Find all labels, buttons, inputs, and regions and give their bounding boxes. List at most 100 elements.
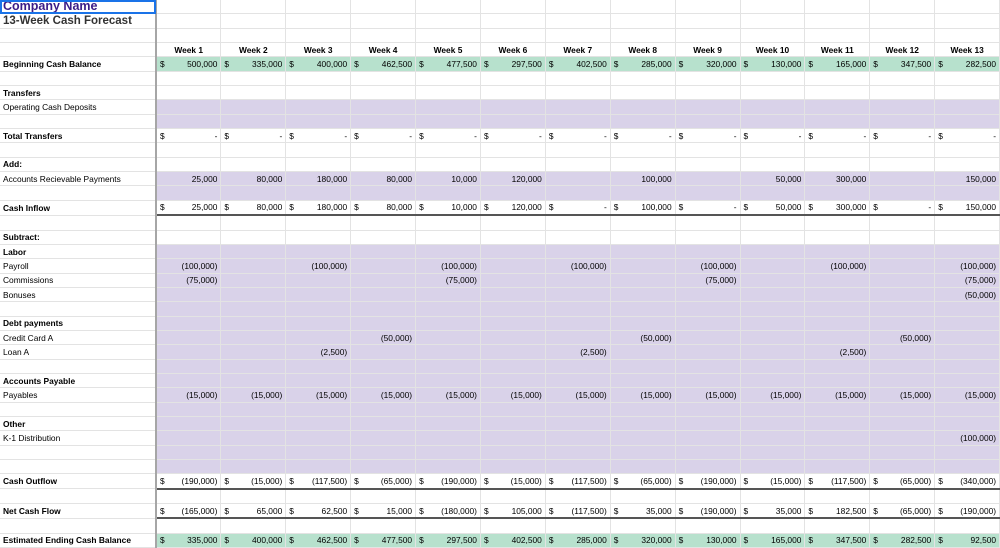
value-cell[interactable] — [869, 273, 936, 288]
value-cell[interactable] — [740, 359, 806, 374]
week-header[interactable]: Week 9 — [675, 42, 741, 58]
value-cell[interactable] — [545, 330, 611, 346]
value-cell[interactable] — [610, 71, 676, 87]
value-cell[interactable] — [285, 71, 352, 87]
value-cell[interactable] — [545, 518, 611, 534]
value-cell[interactable] — [869, 359, 936, 374]
value-cell[interactable] — [415, 402, 481, 417]
value-cell[interactable] — [675, 230, 741, 245]
value-cell[interactable] — [545, 359, 611, 374]
week-header[interactable]: Week 4 — [350, 42, 417, 58]
value-cell[interactable] — [415, 287, 481, 303]
value-cell[interactable] — [220, 430, 287, 446]
value-cell[interactable]: $ - — [804, 128, 871, 144]
value-cell[interactable] — [220, 230, 287, 245]
value-cell[interactable]: $ - — [675, 200, 741, 217]
week-header[interactable]: Week 5 — [415, 42, 481, 58]
value-cell[interactable] — [220, 273, 287, 288]
value-cell[interactable] — [869, 99, 936, 115]
value-cell[interactable] — [156, 430, 222, 446]
value-cell[interactable] — [156, 488, 222, 505]
value-cell[interactable]: $100,000 — [610, 200, 676, 217]
value-cell[interactable] — [350, 459, 417, 475]
value-cell[interactable] — [804, 402, 871, 417]
row-label[interactable]: Payroll — [0, 258, 157, 274]
value-cell[interactable] — [804, 301, 871, 317]
value-cell[interactable] — [934, 344, 1000, 360]
value-cell[interactable]: (2,500) — [285, 344, 352, 360]
value-cell[interactable] — [740, 71, 806, 87]
row-label[interactable] — [0, 402, 157, 417]
value-cell[interactable] — [869, 373, 936, 389]
subtitle-cell[interactable]: 13-Week Cash Forecast — [0, 13, 157, 29]
row-label[interactable]: Estimated Ending Cash Balance — [0, 533, 157, 548]
value-cell[interactable]: $ (117,500) — [545, 503, 611, 520]
value-cell[interactable] — [220, 99, 287, 115]
value-cell[interactable] — [156, 157, 222, 173]
value-cell[interactable] — [156, 416, 222, 432]
value-cell[interactable] — [675, 430, 741, 446]
value-cell[interactable] — [350, 99, 417, 115]
value-cell[interactable] — [156, 359, 222, 374]
value-cell[interactable] — [350, 258, 417, 274]
value-cell[interactable]: (100,000) — [156, 258, 222, 274]
value-cell[interactable]: $ (190,000) — [675, 473, 741, 490]
value-cell[interactable] — [740, 85, 806, 101]
value-cell[interactable]: $105,000 — [480, 503, 546, 520]
value-cell[interactable] — [610, 344, 676, 360]
value-cell[interactable] — [545, 445, 611, 461]
value-cell[interactable] — [350, 273, 417, 288]
value-cell[interactable] — [350, 244, 417, 260]
week-header[interactable]: Week 2 — [220, 42, 287, 58]
value-cell[interactable] — [869, 344, 936, 360]
value-cell[interactable] — [220, 287, 287, 303]
value-cell[interactable] — [740, 142, 806, 158]
value-cell[interactable] — [350, 359, 417, 374]
value-cell[interactable] — [675, 215, 741, 231]
value-cell[interactable] — [934, 301, 1000, 317]
value-cell[interactable]: $ (65,000) — [350, 473, 417, 490]
row-label[interactable]: Payables — [0, 387, 157, 403]
value-cell[interactable] — [610, 142, 676, 158]
value-cell[interactable]: $320,000 — [675, 56, 741, 72]
value-cell[interactable] — [415, 85, 481, 101]
value-cell[interactable]: $65,000 — [220, 503, 287, 520]
value-cell[interactable] — [545, 316, 611, 331]
value-cell[interactable] — [869, 244, 936, 260]
value-cell[interactable]: 80,000 — [350, 171, 417, 187]
week-header[interactable]: Week 8 — [610, 42, 676, 58]
value-cell[interactable]: $92,500 — [934, 533, 1000, 548]
value-cell[interactable]: $130,000 — [675, 533, 741, 548]
value-cell[interactable] — [480, 215, 546, 231]
value-cell[interactable] — [480, 359, 546, 374]
value-cell[interactable] — [740, 287, 806, 303]
value-cell[interactable] — [869, 488, 936, 505]
value-cell[interactable] — [156, 287, 222, 303]
value-cell[interactable] — [740, 185, 806, 201]
value-cell[interactable]: $297,500 — [415, 533, 481, 548]
value-cell[interactable] — [740, 230, 806, 245]
value-cell[interactable] — [934, 416, 1000, 432]
row-label[interactable] — [0, 215, 157, 231]
row-label[interactable]: Add: — [0, 157, 157, 173]
value-cell[interactable] — [156, 215, 222, 231]
value-cell[interactable] — [545, 114, 611, 130]
value-cell[interactable] — [480, 301, 546, 317]
value-cell[interactable]: (75,000) — [675, 273, 741, 288]
value-cell[interactable]: $285,000 — [610, 56, 676, 72]
value-cell[interactable] — [804, 185, 871, 201]
value-cell[interactable] — [220, 488, 287, 505]
value-cell[interactable] — [415, 316, 481, 331]
value-cell[interactable] — [804, 244, 871, 260]
value-cell[interactable] — [545, 416, 611, 432]
value-cell[interactable] — [285, 459, 352, 475]
value-cell[interactable]: $285,000 — [545, 533, 611, 548]
value-cell[interactable] — [220, 71, 287, 87]
value-cell[interactable] — [415, 430, 481, 446]
value-cell[interactable]: (50,000) — [350, 330, 417, 346]
value-cell[interactable] — [610, 185, 676, 201]
value-cell[interactable] — [415, 99, 481, 115]
row-label[interactable]: Beginning Cash Balance — [0, 56, 157, 72]
value-cell[interactable]: (15,000) — [156, 387, 222, 403]
value-cell[interactable]: $ (65,000) — [869, 503, 936, 520]
